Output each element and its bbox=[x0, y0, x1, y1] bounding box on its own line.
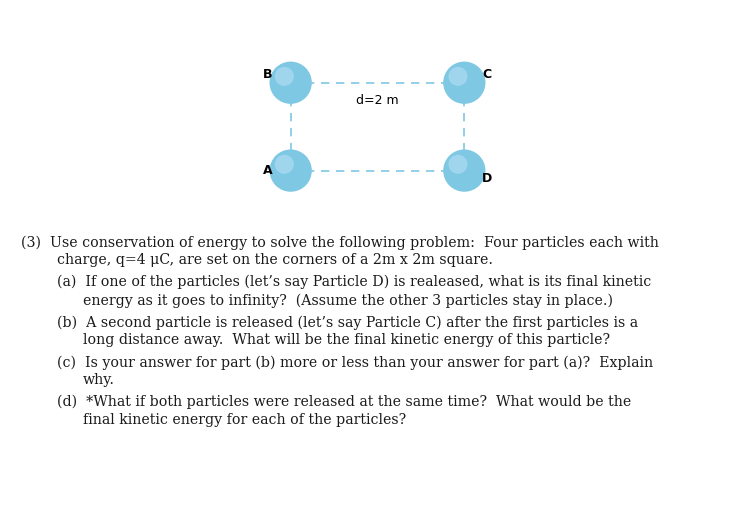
Text: why.: why. bbox=[83, 373, 115, 387]
Ellipse shape bbox=[270, 62, 312, 104]
Text: long distance away.  What will be the final kinetic energy of this particle?: long distance away. What will be the fin… bbox=[83, 333, 610, 347]
Text: (3)  Use conservation of energy to solve the following problem:  Four particles : (3) Use conservation of energy to solve … bbox=[21, 235, 659, 250]
Text: (c)  Is your answer for part (b) more or less than your answer for part (a)?  Ex: (c) Is your answer for part (b) more or … bbox=[57, 355, 653, 370]
Ellipse shape bbox=[270, 149, 312, 192]
Ellipse shape bbox=[275, 155, 294, 174]
Text: (a)  If one of the particles (let’s say Particle D) is realeased, what is its fi: (a) If one of the particles (let’s say P… bbox=[57, 275, 651, 290]
Ellipse shape bbox=[448, 67, 467, 86]
Text: (b)  A second particle is released (let’s say Particle C) after the first partic: (b) A second particle is released (let’s… bbox=[57, 315, 638, 330]
Text: charge, q=4 μC, are set on the corners of a 2m x 2m square.: charge, q=4 μC, are set on the corners o… bbox=[57, 253, 492, 267]
Text: B: B bbox=[263, 68, 273, 82]
Text: (d)  *What if both particles were released at the same time?  What would be the: (d) *What if both particles were release… bbox=[57, 395, 631, 409]
Ellipse shape bbox=[443, 62, 485, 104]
Text: C: C bbox=[482, 68, 492, 82]
Ellipse shape bbox=[448, 155, 467, 174]
Text: A: A bbox=[263, 164, 273, 177]
Text: d=2 m: d=2 m bbox=[356, 94, 399, 108]
Ellipse shape bbox=[443, 149, 485, 192]
Text: final kinetic energy for each of the particles?: final kinetic energy for each of the par… bbox=[83, 413, 406, 427]
Text: D: D bbox=[482, 172, 492, 185]
Ellipse shape bbox=[275, 67, 294, 86]
Text: energy as it goes to infinity?  (Assume the other 3 particles stay in place.): energy as it goes to infinity? (Assume t… bbox=[83, 293, 613, 308]
